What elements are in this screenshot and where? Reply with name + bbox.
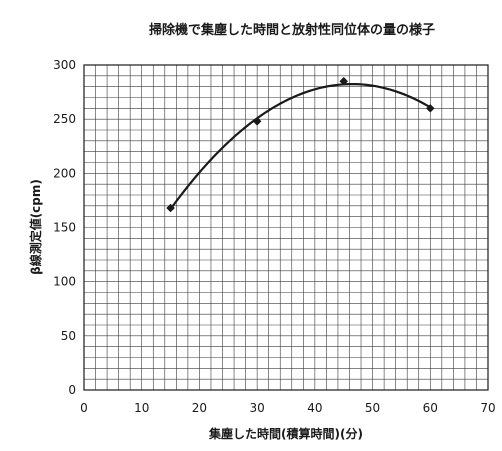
plot-area-frame: [83, 64, 489, 391]
data-point-marker: [339, 76, 349, 86]
grid-lines: [83, 64, 489, 391]
x-axis-tick-labels: 0 10 20 30 40 50 60 70: [80, 401, 495, 415]
data-point-marker: [252, 116, 262, 126]
data-point-marker: [425, 103, 435, 113]
chart-title: 掃除機で集塵した時間と放射性同位体の量の様子: [149, 22, 435, 38]
data-point-marker: [166, 203, 175, 213]
x-tick-label: 60: [423, 401, 438, 415]
x-tick-label: 0: [80, 401, 88, 415]
y-tick-label: 50: [61, 329, 76, 343]
x-tick-label: 20: [192, 401, 207, 415]
data-points: [166, 76, 435, 213]
x-tick-label: 40: [307, 401, 322, 415]
y-tick-label: 100: [53, 275, 76, 289]
x-tick-label: 70: [480, 401, 495, 415]
x-axis-title: 集塵した時間(積算時間)(分): [208, 426, 363, 441]
y-tick-label: 250: [53, 112, 76, 126]
x-tick-label: 30: [250, 401, 265, 415]
y-axis-tick-labels: 0 50 100 150 200 250 300: [53, 58, 76, 397]
y-tick-label: 300: [53, 58, 76, 72]
x-tick-label: 50: [365, 401, 380, 415]
y-tick-label: 0: [68, 383, 76, 397]
trendline: [169, 82, 431, 210]
y-tick-label: 200: [53, 166, 76, 180]
y-tick-label: 150: [53, 221, 76, 235]
x-tick-label: 10: [134, 401, 149, 415]
y-axis-title: β線測定値(cpm): [28, 179, 43, 275]
